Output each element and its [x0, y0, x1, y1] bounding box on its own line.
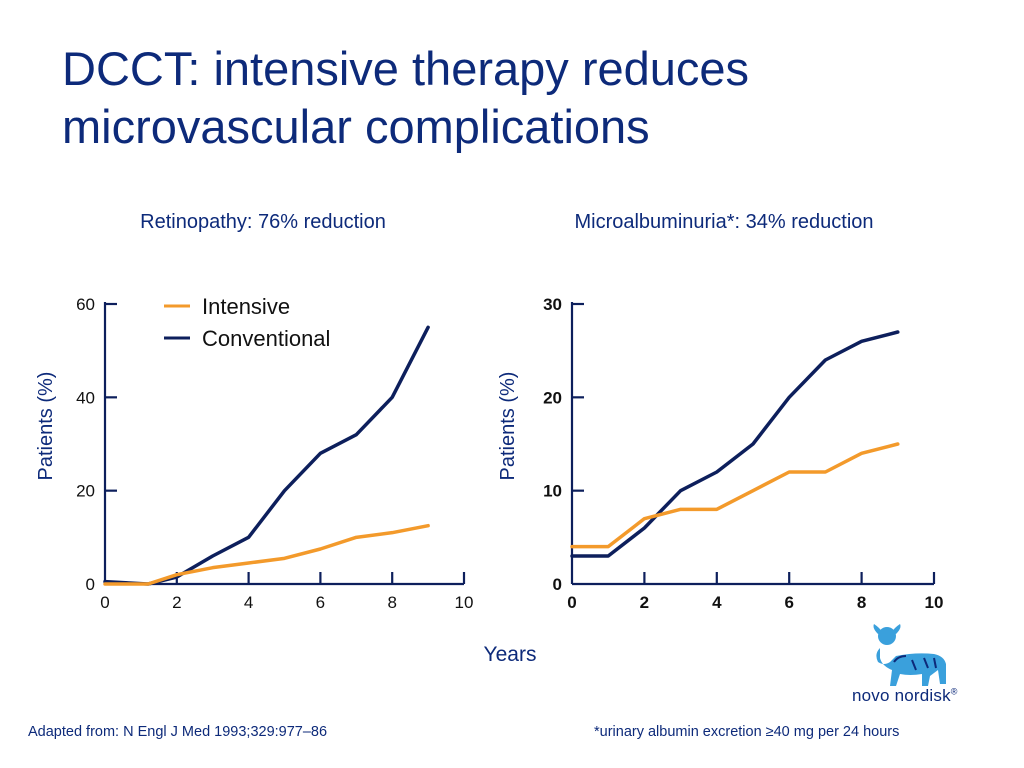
x-tick-label: 10	[455, 593, 474, 612]
legend-label-conventional: Conventional	[202, 326, 330, 351]
y-tick-label: 0	[553, 575, 562, 594]
x-tick-label: 4	[712, 593, 722, 612]
y-axis-label: Patients (%)	[35, 372, 57, 481]
shared-x-axis-label: Years	[483, 643, 537, 666]
y-axis-label: Patients (%)	[497, 372, 519, 481]
x-tick-label: 6	[316, 593, 325, 612]
y-tick-label: 0	[86, 575, 95, 594]
chart-title: Microalbuminuria*: 34% reduction	[574, 211, 873, 233]
novo-nordisk-logo-text: novo nordisk®	[852, 686, 958, 706]
y-tick-label: 20	[543, 388, 562, 407]
retinopathy-chart-svg: Retinopathy: 76% reduction 0 20 40 60 0 2 4 6 8 10…	[35, 211, 474, 612]
series-line-conventional	[103, 325, 430, 586]
legend-label-intensive: Intensive	[202, 294, 290, 319]
x-tick-label: 0	[100, 593, 109, 612]
chart-title: Retinopathy: 76% reduction	[140, 211, 386, 233]
y-tick-label: 40	[76, 388, 95, 407]
slide-title: DCCT: intensive therapy reduces microvas…	[62, 42, 750, 153]
x-tick-label: 2	[172, 593, 181, 612]
series-line-conventional	[570, 330, 900, 558]
x-tick-label: 4	[244, 593, 253, 612]
definition-footnote: *urinary albumin excretion ≥40 mg per 24…	[594, 724, 900, 740]
x-tick-label: 6	[784, 593, 793, 612]
logo-wordmark: novo nordisk	[852, 686, 951, 705]
y-tick-label: 20	[76, 482, 95, 501]
source-footnote: Adapted from: N Engl J Med 1993;329:977–…	[28, 724, 328, 740]
y-tick-label: 10	[543, 482, 562, 501]
x-tick-label: 8	[387, 593, 396, 612]
y-tick-label: 60	[76, 295, 95, 314]
microalbuminuria-chart: Microalbuminuria*: 34% reduction 0 10 20 30 0…	[490, 200, 990, 635]
x-tick-label: 2	[640, 593, 649, 612]
retinopathy-chart: Retinopathy: 76% reduction 0 20 40 60 0 2 4 6 8 10…	[0, 200, 500, 635]
y-tick-label: 30	[543, 295, 562, 314]
microalbuminuria-chart-svg: Microalbuminuria*: 34% reduction 0 10 20 30 0…	[497, 211, 944, 612]
series-line-intensive	[570, 442, 900, 549]
x-tick-label: 10	[925, 593, 944, 612]
x-tick-label: 0	[567, 593, 576, 612]
x-tick-label: 8	[857, 593, 866, 612]
registered-mark: ®	[950, 686, 958, 697]
novo-nordisk-bull-logo-icon	[873, 624, 946, 686]
series-line-intensive	[103, 523, 430, 586]
